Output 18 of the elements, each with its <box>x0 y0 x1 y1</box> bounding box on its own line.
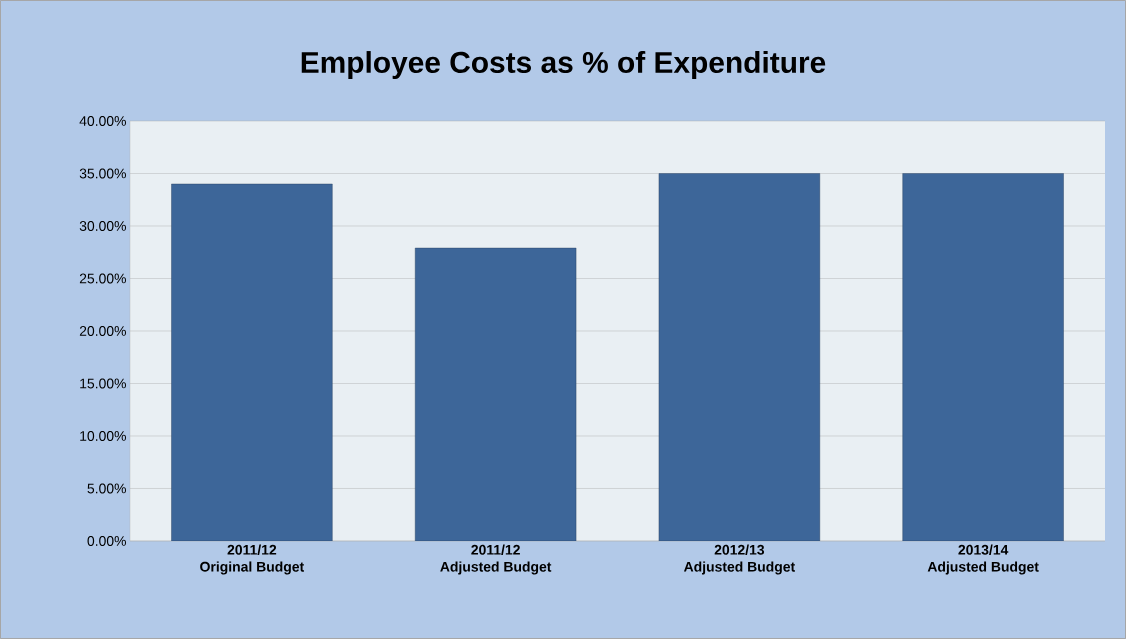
y-tick-label: 30.00% <box>79 221 126 231</box>
y-tick-label: 35.00% <box>79 168 126 179</box>
x-tick-label: 2011/12 Original Budget <box>200 544 305 575</box>
x-tick-label: 2012/13 Adjusted Budget <box>683 544 795 575</box>
y-tick-label: 0.00% <box>87 536 126 546</box>
y-tick-label: 5.00% <box>87 483 126 494</box>
y-tick-label: 20.00% <box>79 326 126 336</box>
bar <box>902 173 1064 541</box>
x-tick-label: 2011/12 Adjusted Budget <box>440 544 552 575</box>
y-tick-label: 10.00% <box>80 431 126 441</box>
bar <box>658 173 821 541</box>
chart-title: Employee Costs as % of Expenditure <box>301 51 826 79</box>
y-tick-label: 40.00% <box>79 116 126 126</box>
bar <box>171 183 333 541</box>
x-tick-label: 2013/14 Adjusted Budget <box>927 544 1039 575</box>
y-tick-label: 15.00% <box>80 378 126 389</box>
bar <box>415 247 577 541</box>
y-tick-label: 25.00% <box>79 273 126 284</box>
